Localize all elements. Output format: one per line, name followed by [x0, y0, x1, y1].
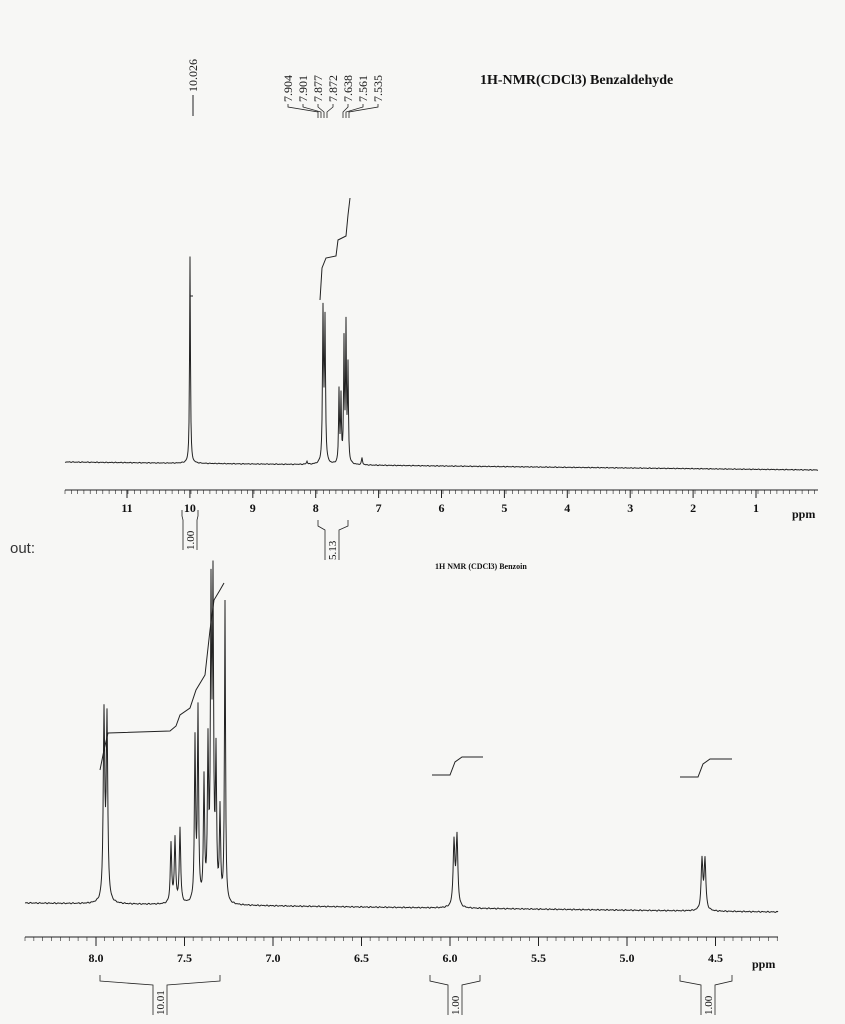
integral-bracket — [181, 510, 184, 550]
label-leader — [302, 104, 322, 118]
spectrum-title: 1H NMR (CDCl3) Benzoin — [435, 562, 527, 571]
x-tick-label: 1 — [753, 501, 759, 515]
integral-bracket — [429, 975, 449, 1015]
spectrum-title: 1H-NMR(CDCl3) Benzaldehyde — [480, 73, 673, 88]
integral-bracket — [714, 975, 733, 1015]
x-tick-label: 2 — [690, 501, 696, 515]
axis-unit: ppm — [752, 957, 775, 971]
integral-value: 5.13 — [327, 540, 339, 560]
peak-label: 7.904 — [281, 75, 295, 102]
caption: out: — [10, 540, 35, 557]
x-tick-label: 8 — [313, 501, 319, 515]
peak-label: 7.561 — [356, 75, 370, 102]
x-tick-label: 5 — [501, 501, 507, 515]
label-leader — [326, 104, 334, 118]
integral-bracket — [166, 975, 221, 1015]
x-tick-label: 10 — [184, 501, 196, 515]
x-tick-label: 7.0 — [266, 951, 281, 965]
integral-bracket — [317, 520, 326, 560]
integral-bracket — [679, 975, 702, 1015]
integral-value: 1.00 — [185, 530, 197, 550]
integral-bracket — [338, 520, 349, 560]
label-leader — [345, 104, 364, 118]
x-tick-label: 6.5 — [354, 951, 369, 965]
x-tick-label: 6 — [439, 501, 445, 515]
x-tick-label: 4 — [564, 501, 570, 515]
x-tick-label: 5.0 — [620, 951, 635, 965]
peak-label: 7.872 — [326, 75, 340, 102]
label-leader — [348, 104, 379, 118]
integral-value: 10.01 — [155, 990, 167, 1015]
x-tick-label: 7.5 — [177, 951, 192, 965]
spectrum-trace — [24, 560, 779, 913]
x-tick-label: 9 — [250, 501, 256, 515]
peak-label: 7.638 — [341, 75, 355, 102]
label-leader — [317, 104, 325, 118]
peak-label: 7.877 — [311, 75, 325, 102]
spectrum-trace — [64, 256, 818, 471]
axis-unit: ppm — [792, 507, 815, 521]
peak-label: 10.026 — [186, 59, 200, 92]
label-leader — [342, 104, 349, 118]
integral-bracket — [196, 510, 199, 550]
integral-curve — [319, 197, 351, 301]
peak-label: 7.535 — [371, 75, 385, 102]
x-tick-label: 6.0 — [443, 951, 458, 965]
label-leader — [287, 104, 319, 118]
x-tick-label: 4.5 — [708, 951, 723, 965]
x-tick-label: 11 — [121, 501, 132, 515]
x-tick-label: 7 — [376, 501, 382, 515]
peak-label: 7.901 — [296, 75, 310, 102]
x-tick-label: 3 — [627, 501, 633, 515]
integral-curve — [680, 758, 732, 778]
integral-bracket — [99, 975, 154, 1015]
integral-value: 1.00 — [703, 995, 715, 1015]
integral-value: 1.00 — [450, 995, 462, 1015]
integral-bracket — [461, 975, 481, 1015]
x-tick-label: 8.0 — [89, 951, 104, 965]
integral-curve — [432, 756, 483, 776]
x-tick-label: 5.5 — [531, 951, 546, 965]
integral-curve — [99, 582, 225, 771]
